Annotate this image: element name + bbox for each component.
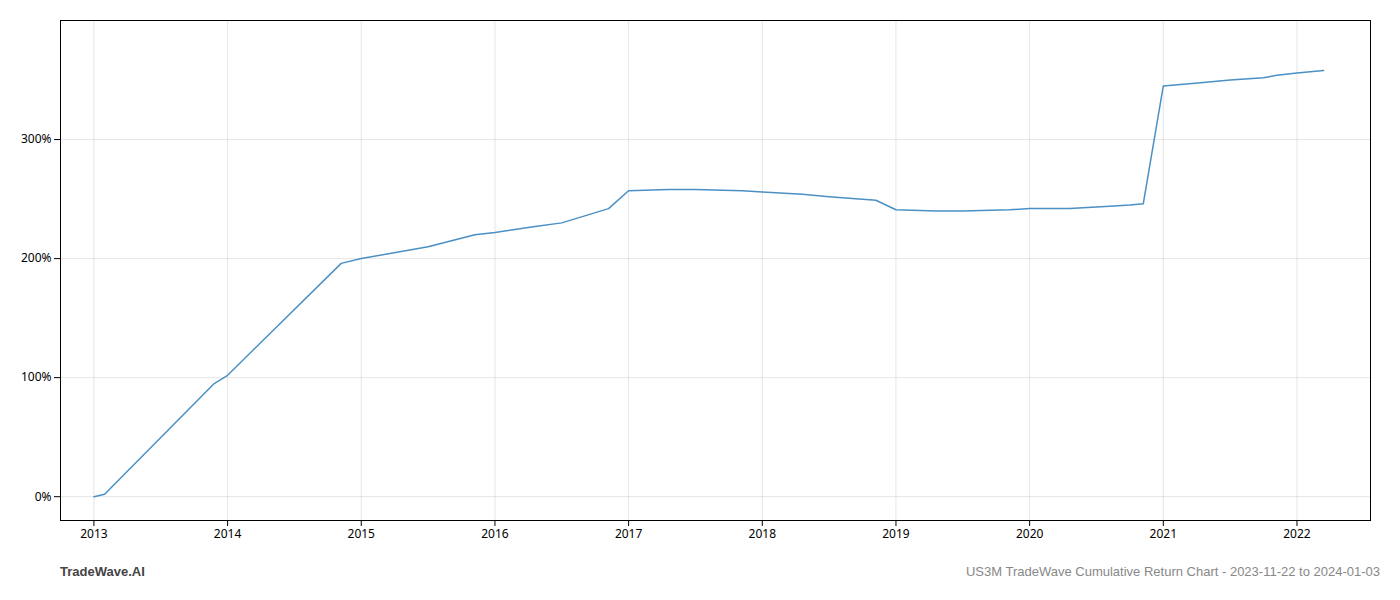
svg-text:2022: 2022: [1283, 525, 1311, 542]
svg-text:2016: 2016: [481, 525, 509, 542]
svg-text:2019: 2019: [882, 525, 910, 542]
svg-text:300%: 300%: [21, 130, 52, 147]
svg-text:2014: 2014: [214, 525, 242, 542]
svg-text:2018: 2018: [749, 525, 777, 542]
svg-text:0%: 0%: [35, 488, 52, 505]
html-text:TradeWave.AI: TradeWave.AI: [60, 564, 145, 579]
svg-text:2015: 2015: [348, 525, 376, 542]
svg-text:100%: 100%: [21, 368, 52, 385]
svg-text:2013: 2013: [80, 525, 108, 542]
svg-text:200%: 200%: [21, 249, 52, 266]
svg-text:2017: 2017: [615, 525, 643, 542]
svg-text:2021: 2021: [1150, 525, 1177, 542]
svg-text:2020: 2020: [1016, 525, 1044, 542]
html-text:US3M TradeWave Cumulative Retu: US3M TradeWave Cumulative Return Chart -…: [966, 564, 1380, 579]
